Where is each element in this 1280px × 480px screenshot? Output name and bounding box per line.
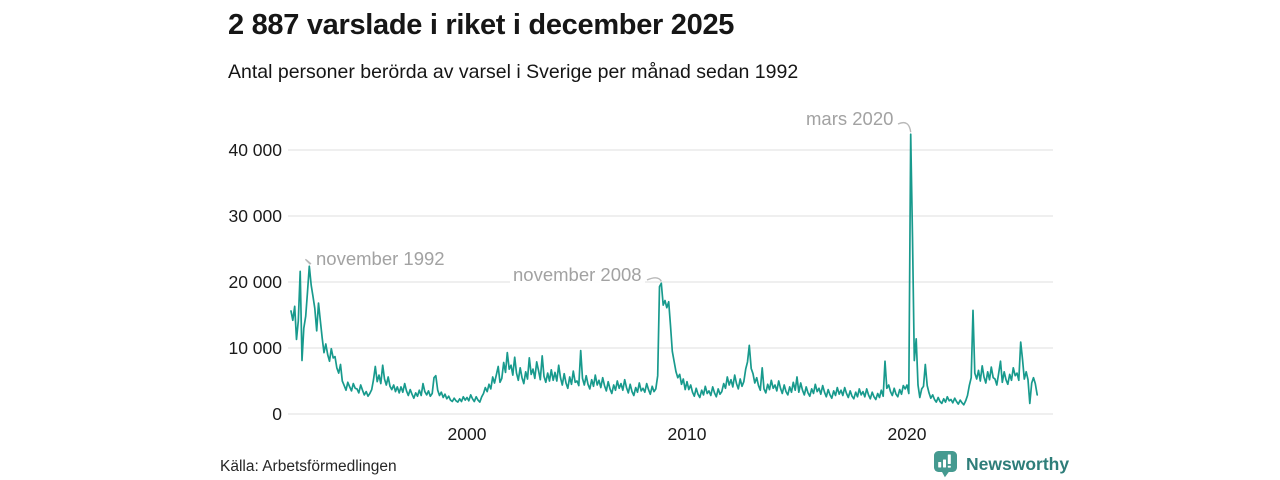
chart-subtitle: Antal personer berörda av varsel i Sveri… [228,61,799,83]
data-line [290,133,1039,406]
annotation-label: november 1992 [313,248,448,270]
chart-title: 2 887 varslade i riket i december 2025 [228,9,735,41]
annotation-label: november 2008 [510,264,645,286]
x-axis-label: 2010 [667,424,707,444]
annotation-connector [897,121,912,133]
x-axis-label: 2000 [447,424,487,444]
y-axis-label: 20 000 [228,272,282,292]
x-axis-label: 2020 [887,424,927,444]
bar-chart-speech-bubble-icon [934,451,957,478]
y-axis-label: 10 000 [228,338,282,358]
source-label: Källa: Arbetsförmedlingen [220,458,397,475]
y-axis-label: 40 000 [228,140,282,160]
newsworthy-wordmark: Newsworthy [966,453,1070,474]
annotation-connector [305,258,312,265]
annotation-connector [646,277,662,282]
annotation-label: mars 2020 [803,108,897,130]
newsworthy-logo: Newsworthy [933,450,1069,478]
y-axis-label: 0 [272,404,282,424]
y-axis-label: 30 000 [228,206,282,226]
